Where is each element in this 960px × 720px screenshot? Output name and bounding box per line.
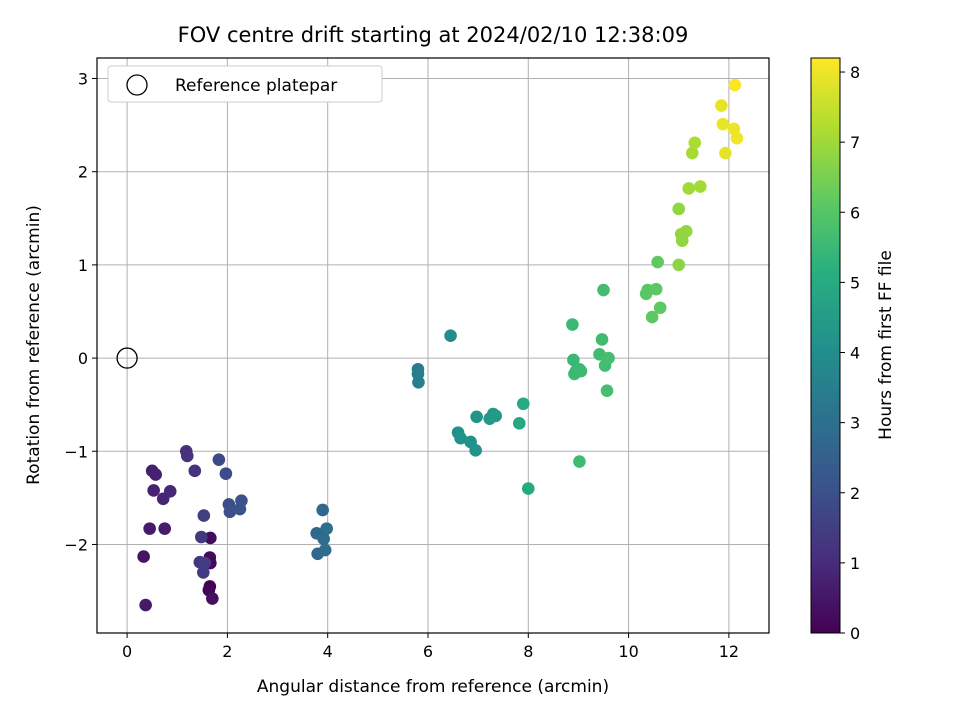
data-point <box>212 453 226 466</box>
data-point <box>679 225 693 238</box>
data-point <box>521 482 535 495</box>
data-point <box>137 550 150 563</box>
data-point <box>454 431 467 445</box>
x-tick-label: 4 <box>323 642 333 661</box>
data-point <box>139 598 152 612</box>
plot-frame <box>96 57 770 634</box>
colorbar-gradient <box>810 57 841 634</box>
data-point <box>516 397 530 411</box>
legend-box <box>107 65 383 103</box>
legend-entry: Reference platepar <box>175 76 337 96</box>
colorbar-tick-label: 5 <box>850 273 860 292</box>
colorbar-label: Hours from first FF file <box>876 250 896 440</box>
data-point <box>469 444 482 457</box>
data-point <box>158 522 172 535</box>
data-point <box>716 117 730 131</box>
data-point <box>318 543 332 557</box>
y-axis-label: Rotation from reference (arcmin) <box>24 205 44 485</box>
data-point <box>649 282 663 296</box>
data-point <box>672 258 686 272</box>
reference-platepar-point <box>116 347 138 369</box>
data-point <box>489 409 502 423</box>
chart-title: FOV centre drift starting at 2024/02/10 … <box>178 23 689 47</box>
data-point <box>219 467 233 480</box>
legend-marker-icon <box>126 74 148 96</box>
data-point <box>235 494 248 507</box>
colorbar-tick-label: 2 <box>850 484 860 503</box>
data-point <box>320 522 333 535</box>
y-tick-label: 3 <box>78 70 88 89</box>
data-point <box>573 455 586 468</box>
data-point <box>444 329 457 343</box>
x-tick-label: 2 <box>222 642 232 661</box>
data-point <box>198 556 212 570</box>
data-point <box>143 522 156 535</box>
data-points <box>137 78 744 612</box>
y-tick-label: −1 <box>64 442 88 461</box>
data-point <box>149 468 162 481</box>
data-point <box>600 384 614 397</box>
data-point <box>672 202 686 216</box>
data-point <box>195 530 208 544</box>
data-point <box>188 464 202 478</box>
data-point <box>688 136 702 150</box>
reference-platepar-marker <box>116 347 138 369</box>
y-tick-label: 2 <box>78 163 88 182</box>
data-point <box>223 505 237 519</box>
data-point <box>316 503 329 517</box>
data-point <box>206 592 219 605</box>
data-point <box>715 99 728 112</box>
colorbar-tick-label: 6 <box>850 203 860 222</box>
colorbar-tick-label: 1 <box>850 554 860 573</box>
data-point <box>512 417 526 430</box>
colorbar-tick-label: 3 <box>850 414 860 433</box>
x-tick-label: 8 <box>523 642 533 661</box>
x-tick-label: 10 <box>618 642 638 661</box>
x-tick-label: 6 <box>423 642 433 661</box>
data-point <box>730 131 744 145</box>
data-point <box>567 353 580 367</box>
colorbar-tick-label: 0 <box>850 624 860 643</box>
y-tick-label: 1 <box>78 256 88 275</box>
colorbar-tick-label: 8 <box>850 63 860 82</box>
x-tick-label: 0 <box>122 642 132 661</box>
data-point <box>597 283 610 297</box>
data-point <box>317 532 330 546</box>
data-point <box>719 146 732 160</box>
data-point <box>412 376 425 389</box>
data-point <box>651 255 664 269</box>
data-point <box>163 485 177 498</box>
data-point <box>595 333 609 346</box>
data-point <box>197 566 210 579</box>
x-axis-ticks: 0 2 4 6 8 10 12 <box>122 633 739 661</box>
data-point <box>574 364 588 378</box>
data-point <box>685 146 699 160</box>
y-axis-ticks: −2 −1 0 1 2 3 <box>64 70 97 554</box>
x-tick-label: 12 <box>719 642 739 661</box>
data-point <box>602 351 615 365</box>
x-axis-label: Angular distance from reference (arcmin) <box>257 677 609 697</box>
grid-lines <box>97 58 769 633</box>
colorbar: 0 1 2 3 4 5 6 7 8 Hours from first FF file <box>810 57 896 643</box>
legend: Reference platepar <box>107 65 383 103</box>
data-point <box>728 78 742 92</box>
colorbar-tick-label: 7 <box>850 133 860 152</box>
y-tick-label: 0 <box>78 349 88 368</box>
y-tick-label: −2 <box>64 535 88 554</box>
data-point <box>470 410 483 424</box>
colorbar-tick-label: 4 <box>850 344 860 363</box>
colorbar-ticks: 0 1 2 3 4 5 6 7 8 <box>840 63 860 643</box>
data-point <box>197 509 211 522</box>
data-point <box>693 180 707 193</box>
data-point <box>566 318 579 331</box>
data-point <box>645 310 659 324</box>
data-point <box>653 301 667 315</box>
data-point <box>682 182 696 195</box>
data-point <box>147 484 160 497</box>
data-point <box>180 449 194 463</box>
